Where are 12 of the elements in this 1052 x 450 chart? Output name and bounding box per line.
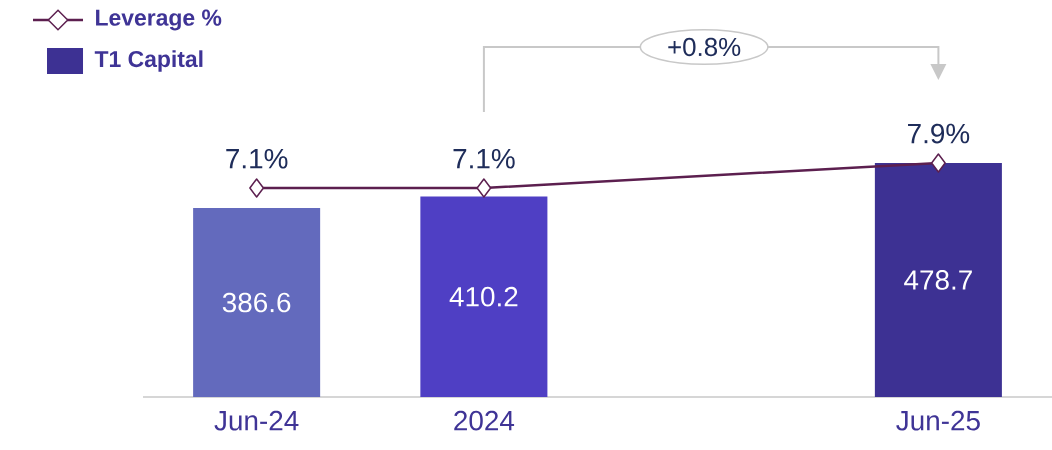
x-tick-label: Jun-24: [214, 410, 299, 431]
data-label: 7.9%: [908, 123, 970, 144]
data-label: 478.7: [904, 270, 972, 290]
x-tick-label: 2024: [454, 410, 515, 431]
x-tick-label: Jun-25: [896, 410, 980, 431]
text: +0.8%: [668, 37, 741, 57]
legend-label: T1 Capital: [94, 50, 203, 72]
data-label: 7.1%: [226, 148, 288, 169]
data-label: 410.2: [449, 286, 518, 307]
legend-label: Leverage %: [96, 9, 222, 31]
data-label: 386.6: [222, 292, 291, 313]
data-label: 7.1%: [453, 148, 515, 169]
